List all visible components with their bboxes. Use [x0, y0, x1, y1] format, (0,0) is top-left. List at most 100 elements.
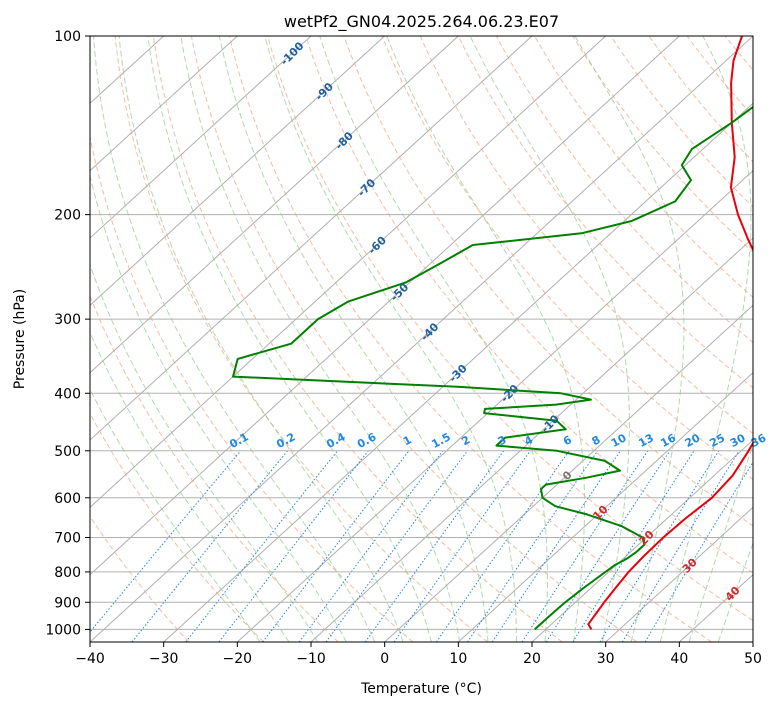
dry-adiabat-line: [419, 36, 753, 435]
x-tick-label: −20: [223, 651, 253, 667]
dry-adiabat-line: [90, 412, 264, 642]
mixing-ratio-line: [185, 450, 338, 642]
moist-adiabat-line: [90, 263, 319, 642]
mixing-ratio-label: 4: [522, 433, 535, 448]
isotherm-line: [90, 36, 239, 172]
mixing-ratio-line: [467, 450, 599, 642]
dry-adiabat-line: [686, 36, 753, 117]
mixing-ratio-line: [599, 450, 720, 642]
mixing-ratio-line: [644, 461, 753, 642]
pressure-grid: [90, 36, 753, 630]
mixing-ratio-line: [364, 450, 505, 642]
moist-adiabat-line: [264, 36, 517, 642]
x-tick-label: −10: [296, 651, 326, 667]
dry-adiabat-line: [90, 134, 414, 642]
mixing-ratio-label: 6: [561, 433, 574, 448]
mixing-ratio-line: [218, 450, 369, 642]
x-tick-label: 50: [744, 651, 762, 667]
mixing-ratio-line: [621, 450, 740, 642]
mixing-ratio-line: [325, 450, 468, 642]
isotherm-line: [605, 506, 753, 642]
mixing-ratio-line: [491, 450, 621, 642]
y-tick-label: 300: [54, 312, 81, 328]
mixing-ratio-label: 10: [609, 431, 629, 450]
mixing-ratio-label: 25: [707, 431, 727, 450]
isotherm-line: [384, 304, 753, 642]
dry-adiabat-line: [343, 36, 753, 527]
y-tick-label: 800: [54, 565, 81, 581]
moist-adiabat-line: [319, 36, 548, 642]
mixing-ratio-label: 8: [590, 433, 603, 448]
mixing-ratio-label: 30: [728, 431, 748, 450]
line-labels: 0.1 0.2 0.4 0.6 1 1.5 2 3 4 6 8 10 13 16 20 25 30 36-100-…: [227, 39, 768, 604]
plot-frame: [89, 35, 754, 643]
dry-adiabat-line: [572, 36, 753, 253]
dry-adiabat-line: [152, 36, 563, 642]
background-lines: [90, 23, 775, 642]
isotherm-line: [310, 237, 753, 642]
mixing-ratio-line: [435, 450, 570, 642]
x-tick-label: 10: [449, 651, 467, 667]
isotherm-line: [90, 36, 386, 307]
y-axis: 100 200 300 400 500 600 700 800 900 1000: [45, 29, 90, 638]
dry-adiabat-line: [305, 36, 753, 574]
dry-adiabat-line: [267, 36, 753, 622]
dry-adiabat-line: [228, 36, 712, 642]
y-tick-label: 200: [54, 208, 81, 224]
dry-adiabat-line: [90, 294, 339, 642]
moist-adiabat-line: [659, 36, 752, 642]
x-tick-label: 40: [670, 651, 688, 667]
mixing-ratio-label: 13: [636, 431, 656, 450]
mixing-ratio-line: [90, 450, 242, 633]
x-tick-label: 20: [523, 651, 541, 667]
y-axis-title: Pressure (hPa): [12, 289, 28, 389]
isotherm-line: [678, 573, 753, 642]
moist-adiabat-line: [218, 36, 489, 642]
y-tick-label: 400: [54, 386, 81, 402]
moist-adiabat-line: [574, 36, 685, 642]
mixing-ratio-label: 1: [401, 433, 414, 448]
dry-adiabat-line: [495, 36, 753, 344]
dry-adiabat-line: [190, 36, 638, 642]
moist-adiabat-line: [118, 36, 404, 642]
y-tick-label: 100: [54, 29, 81, 45]
dry-adiabat-line: [753, 23, 775, 642]
dewpoint-profile-line: [232, 36, 753, 631]
temperature-profile-line: [587, 36, 753, 630]
dry-adiabat-line: [114, 36, 488, 642]
x-axis-title: Temperature (°C): [360, 681, 482, 697]
y-tick-label: 500: [54, 444, 81, 460]
moist-adiabat-line: [147, 36, 432, 642]
mixing-ratio-line: [262, 450, 410, 642]
y-tick-label: 700: [54, 531, 81, 547]
mixing-ratio-line: [545, 450, 671, 642]
mixing-ratio-label: 16: [658, 431, 678, 450]
mixing-ratio-label: 0.4: [324, 430, 348, 451]
moist-adiabat-line: [688, 442, 753, 642]
moist-adiabat-line: [386, 36, 585, 642]
mixing-ratio-label: 2: [459, 433, 472, 448]
mixing-ratio-line: [298, 450, 444, 642]
y-tick-label: 900: [54, 595, 81, 611]
chart-title: wetPf2_GN04.2025.264.06.23.E07: [284, 12, 559, 32]
isotherm-line: [90, 36, 753, 642]
mixing-ratio-label: 20: [683, 431, 703, 450]
moist-adiabat-line: [180, 36, 461, 642]
x-tick-label: 30: [597, 651, 615, 667]
x-tick-label: −30: [149, 651, 179, 667]
profile-lines: [232, 36, 753, 631]
isotherm-line: [90, 36, 681, 576]
y-tick-label: 1000: [45, 622, 81, 638]
mixing-ratio-line: [393, 450, 531, 642]
x-tick-label: 0: [380, 651, 389, 667]
moist-adiabat-line: [90, 331, 290, 642]
isotherm-line: [752, 641, 753, 642]
moist-adiabat-line: [90, 174, 347, 642]
mixing-ratio-line: [572, 450, 695, 642]
isotherm-line: [236, 169, 753, 642]
isotherm-line: [531, 439, 753, 642]
mixing-ratio-label: 0.6: [355, 430, 379, 451]
mixing-ratio-label: 0.1: [227, 430, 250, 451]
isotherm-line: [457, 371, 753, 642]
x-tick-label: −40: [75, 651, 105, 667]
